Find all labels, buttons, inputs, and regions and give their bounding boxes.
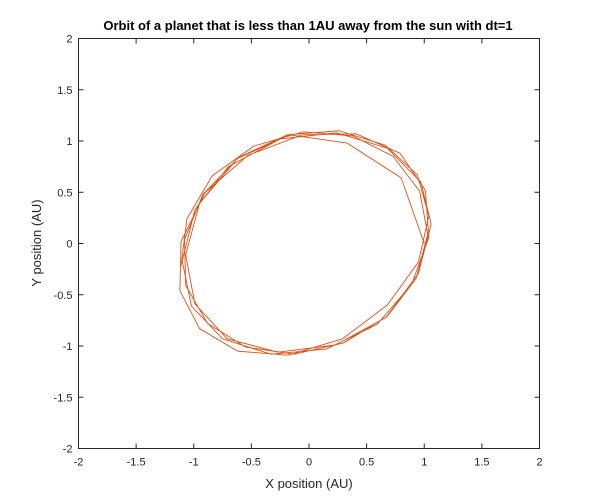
x-tick-label: -1.5 <box>127 457 146 469</box>
x-axis: -2 -1.5 -1 -0.5 0 0.5 1 1.5 2 <box>74 38 543 469</box>
y-tick-label: 0 <box>66 239 72 251</box>
x-tick-label: -1 <box>189 457 199 469</box>
y-tick-label: 1.5 <box>57 85 72 97</box>
y-tick-label: 0.5 <box>57 187 72 199</box>
x-tick-label: 0.5 <box>359 457 374 469</box>
y-axis-label: Y position (AU) <box>29 199 44 286</box>
y-tick-label: -0.5 <box>54 290 73 302</box>
y-tick-label: 1 <box>66 136 72 148</box>
x-tick-label: 1.5 <box>474 457 489 469</box>
y-axis: -2 -1.5 -1 -0.5 0 0.5 1 1.5 2 <box>54 34 540 456</box>
x-tick-label: 0 <box>306 457 312 469</box>
x-tick-label: -2 <box>74 457 84 469</box>
x-axis-label: X position (AU) <box>265 476 352 491</box>
chart-title: Orbit of a planet that is less than 1AU … <box>103 18 512 33</box>
orbit-series <box>179 130 432 356</box>
x-tick-label: 2 <box>536 457 542 469</box>
x-tick-label: -0.5 <box>242 457 261 469</box>
y-tick-label: -2 <box>63 444 73 456</box>
y-tick-label: 2 <box>66 34 72 46</box>
y-tick-label: -1 <box>63 341 73 353</box>
y-tick-label: -1.5 <box>54 392 73 404</box>
x-tick-label: 1 <box>421 457 427 469</box>
orbit-line <box>179 130 432 356</box>
